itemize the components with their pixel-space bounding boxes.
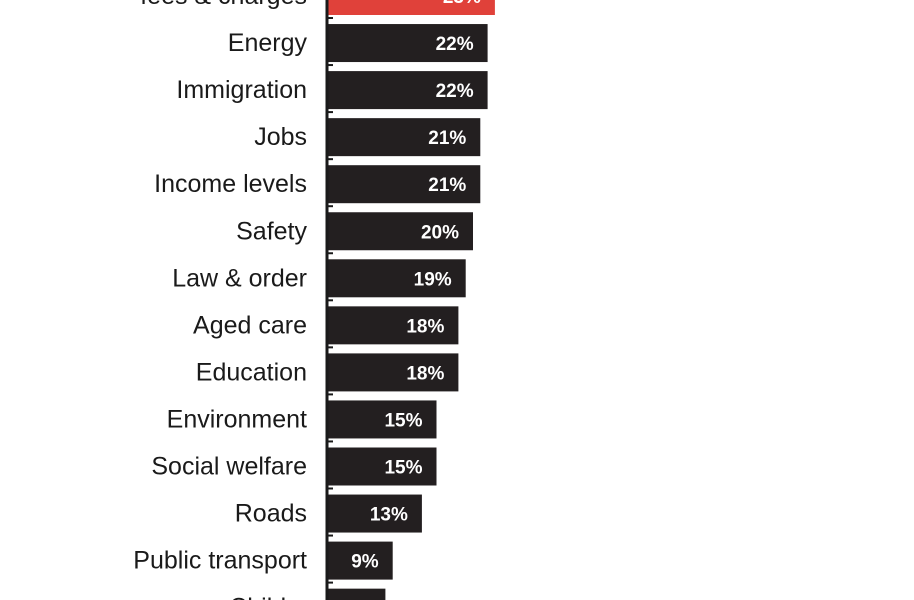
category-label: Jobs (254, 123, 307, 151)
bar-child (327, 588, 386, 600)
category-label: Aged care (193, 311, 307, 339)
category-labels-layer: fees & charges Energy Immigration Jobs Incom… (133, 0, 307, 600)
value-label: 19% (414, 269, 452, 290)
category-label: Social welfare (151, 453, 307, 481)
value-label: 18% (406, 363, 444, 384)
category-label: Education (196, 358, 307, 386)
bar-education (327, 353, 459, 392)
value-label: 18% (406, 316, 444, 337)
bar-fees-charges (327, 0, 495, 15)
category-label: Child... (229, 594, 307, 600)
value-label: 9% (351, 552, 379, 573)
value-label: 15% (384, 458, 422, 479)
value-label: 15% (384, 410, 422, 431)
bar-safety (327, 212, 473, 251)
bar-immigration (327, 71, 488, 110)
value-label: 22% (436, 34, 474, 55)
value-label: 22% (436, 81, 474, 102)
bar-law-order (327, 259, 466, 298)
bar-income-levels (327, 165, 481, 204)
bars-layer: 23% 22% 22% 21% 21% 20% 19% 18% 18% 15% 15% 13% 9% (327, 0, 495, 600)
bar-environment (327, 400, 437, 439)
category-label: Public transport (133, 547, 307, 575)
category-label: fees & charges (140, 0, 307, 10)
bar-energy (327, 24, 488, 63)
bar-public-transport (327, 541, 393, 580)
value-label: 13% (370, 505, 408, 526)
bar-jobs (327, 118, 481, 157)
bar-roads (327, 494, 422, 533)
category-label: Law & order (172, 264, 307, 292)
value-label: 23% (443, 0, 481, 8)
value-label: 21% (428, 175, 466, 196)
value-label: 20% (421, 222, 459, 243)
bar-aged-care (327, 306, 459, 345)
category-label: Environment (167, 405, 307, 433)
category-label: Roads (235, 500, 307, 528)
value-label: 21% (428, 128, 466, 149)
bar-social-welfare (327, 447, 437, 486)
category-label: Energy (228, 29, 308, 57)
category-label: Immigration (176, 76, 307, 104)
category-label: Income levels (154, 170, 307, 198)
category-label: Safety (236, 217, 307, 245)
